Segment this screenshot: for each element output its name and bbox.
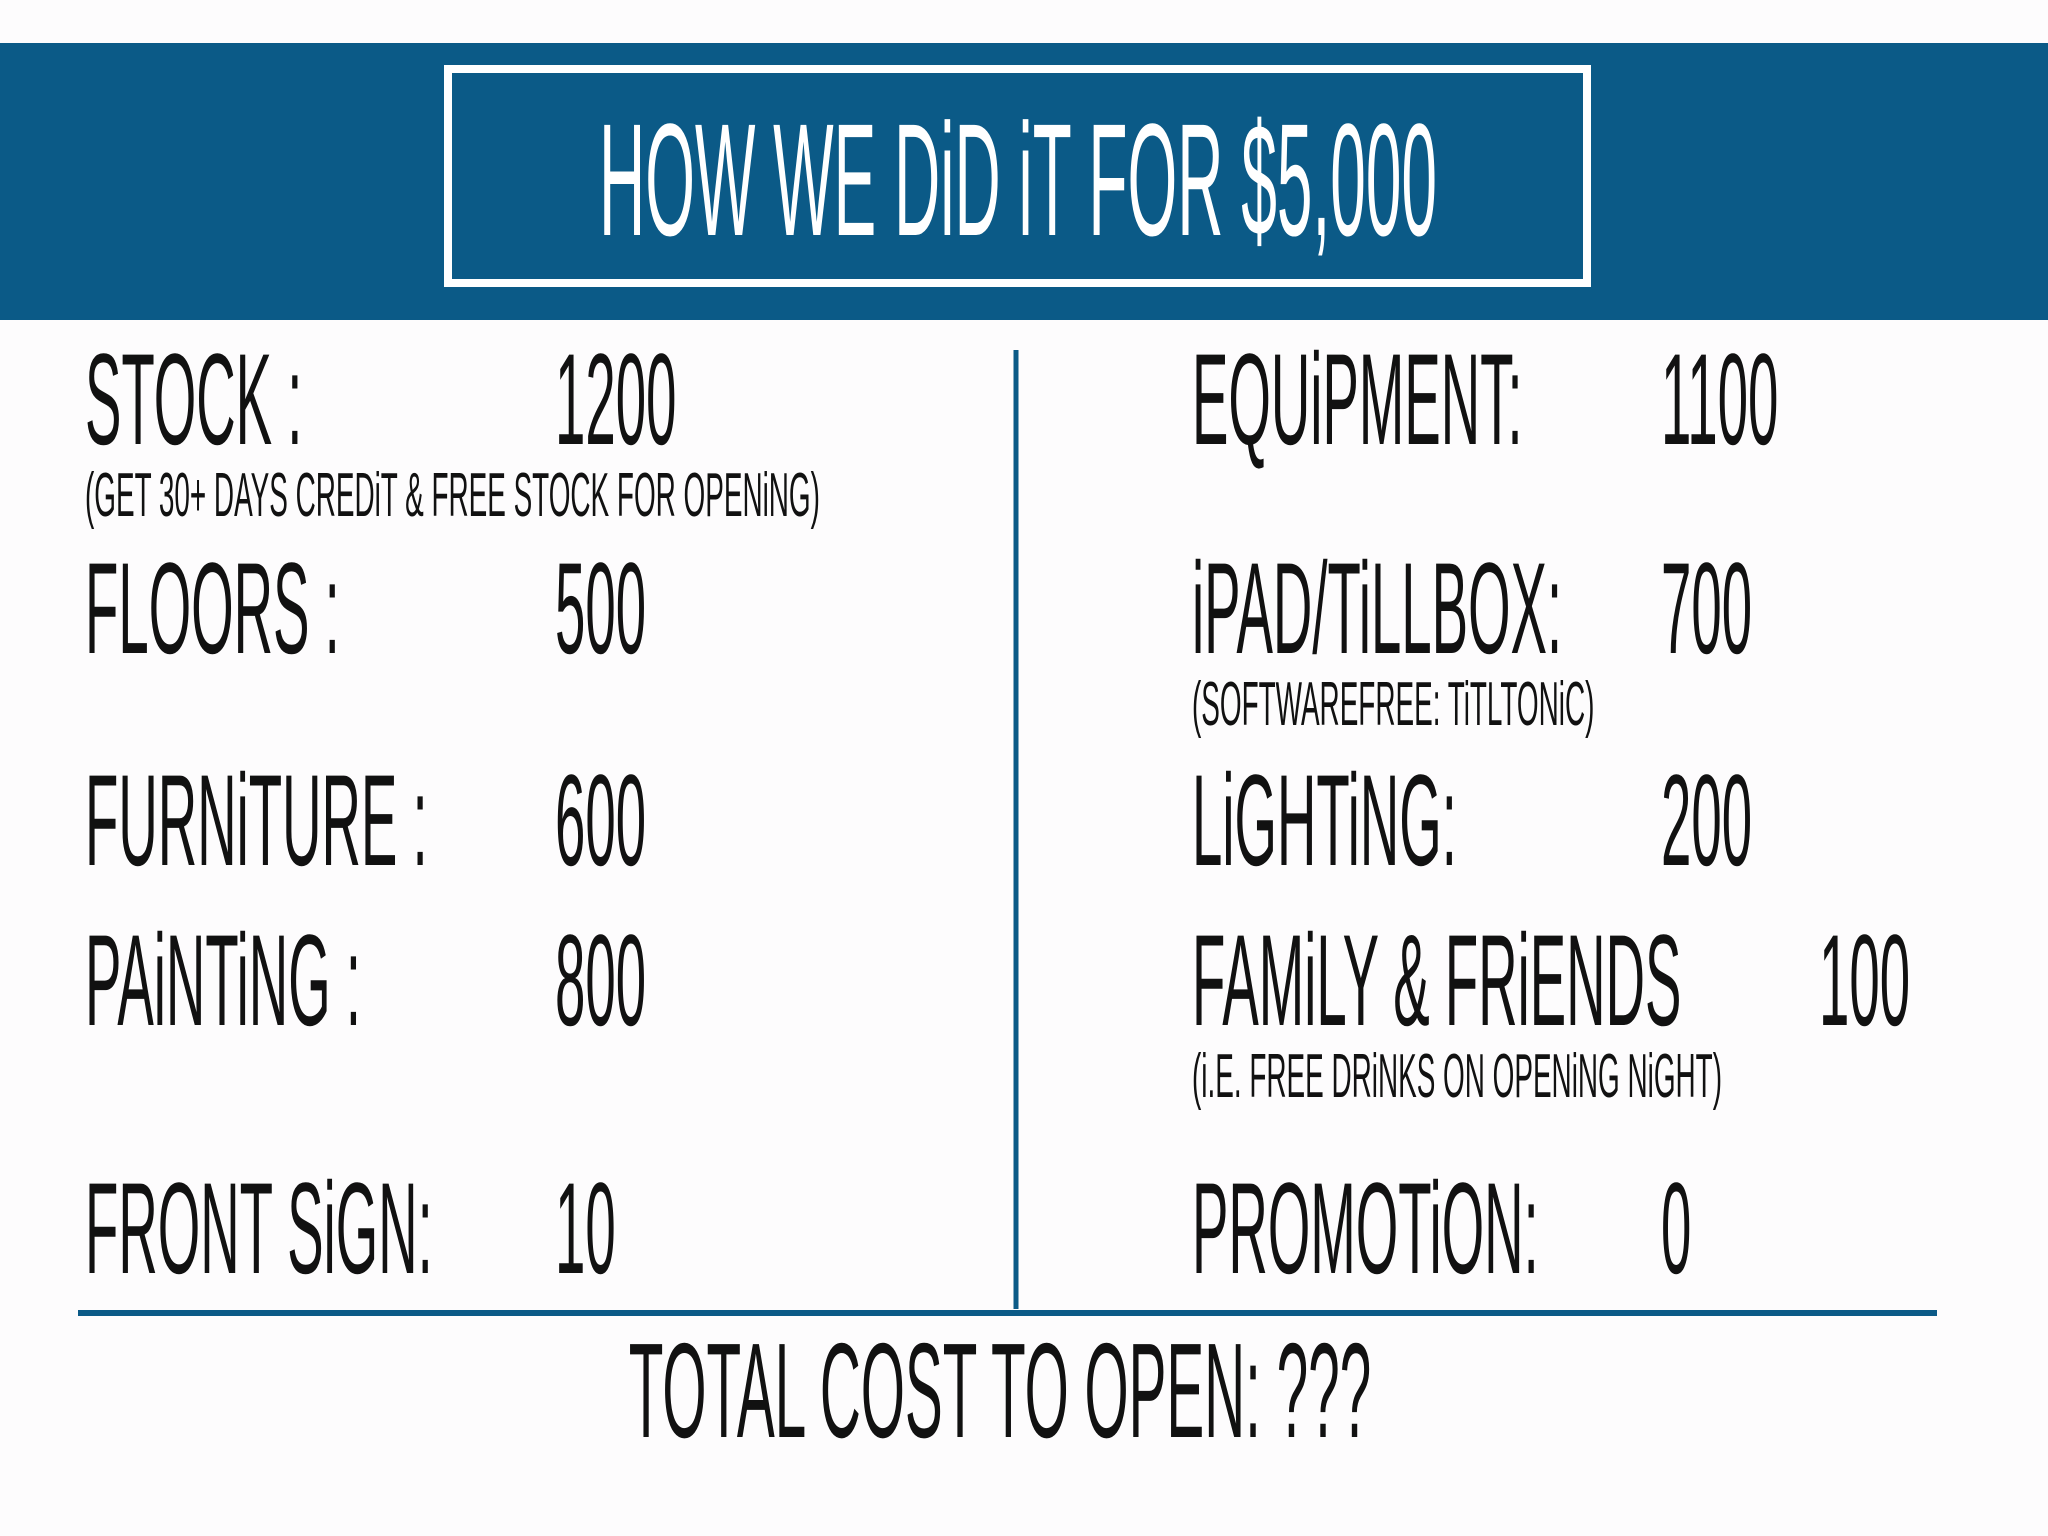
item-amount: 200 [1661,749,1752,894]
item-amount: 700 [1661,537,1752,682]
item-note: (GET 30+ DAYS CREDiT & FREE STOCK FOR OP… [85,461,820,531]
item-label: iPAD/TiLLBOX: [1192,537,1562,682]
item-label: FRONT SiGN: [85,1157,433,1302]
item-label: STOCK : [85,328,302,473]
item-note: (SOFTWAREFREE: TiTLTONiC) [1192,670,1594,740]
title-frame [444,65,1591,287]
item-note: (i.E. FREE DRiNKS ON OPENiNG NiGHT) [1192,1042,1722,1112]
item-amount: 100 [1819,909,1910,1054]
header-band [0,43,2048,320]
item-amount: 800 [555,909,646,1054]
item-label: EQUiPMENT: [1192,328,1523,473]
item-label: FURNiTURE : [85,749,428,894]
item-label: PAiNTiNG : [85,909,361,1054]
total: TOTAL COST TO OPEN: ??? [629,1314,1371,1465]
item-amount: 0 [1661,1157,1691,1302]
item-amount: 500 [555,537,646,682]
item-label: FLOORS : [85,537,340,682]
item-label: LiGHTiNG: [1192,749,1457,894]
item-amount: 1200 [555,328,676,473]
title: HOW WE DiD iT FOR $5,000 [599,91,1437,270]
item-amount: 600 [555,749,646,894]
item-label: PROMOTiON: [1192,1157,1539,1302]
item-label: FAMiLY & FRiENDS [1192,909,1681,1054]
item-amount: 10 [555,1157,616,1302]
item-amount: 1100 [1661,328,1778,473]
